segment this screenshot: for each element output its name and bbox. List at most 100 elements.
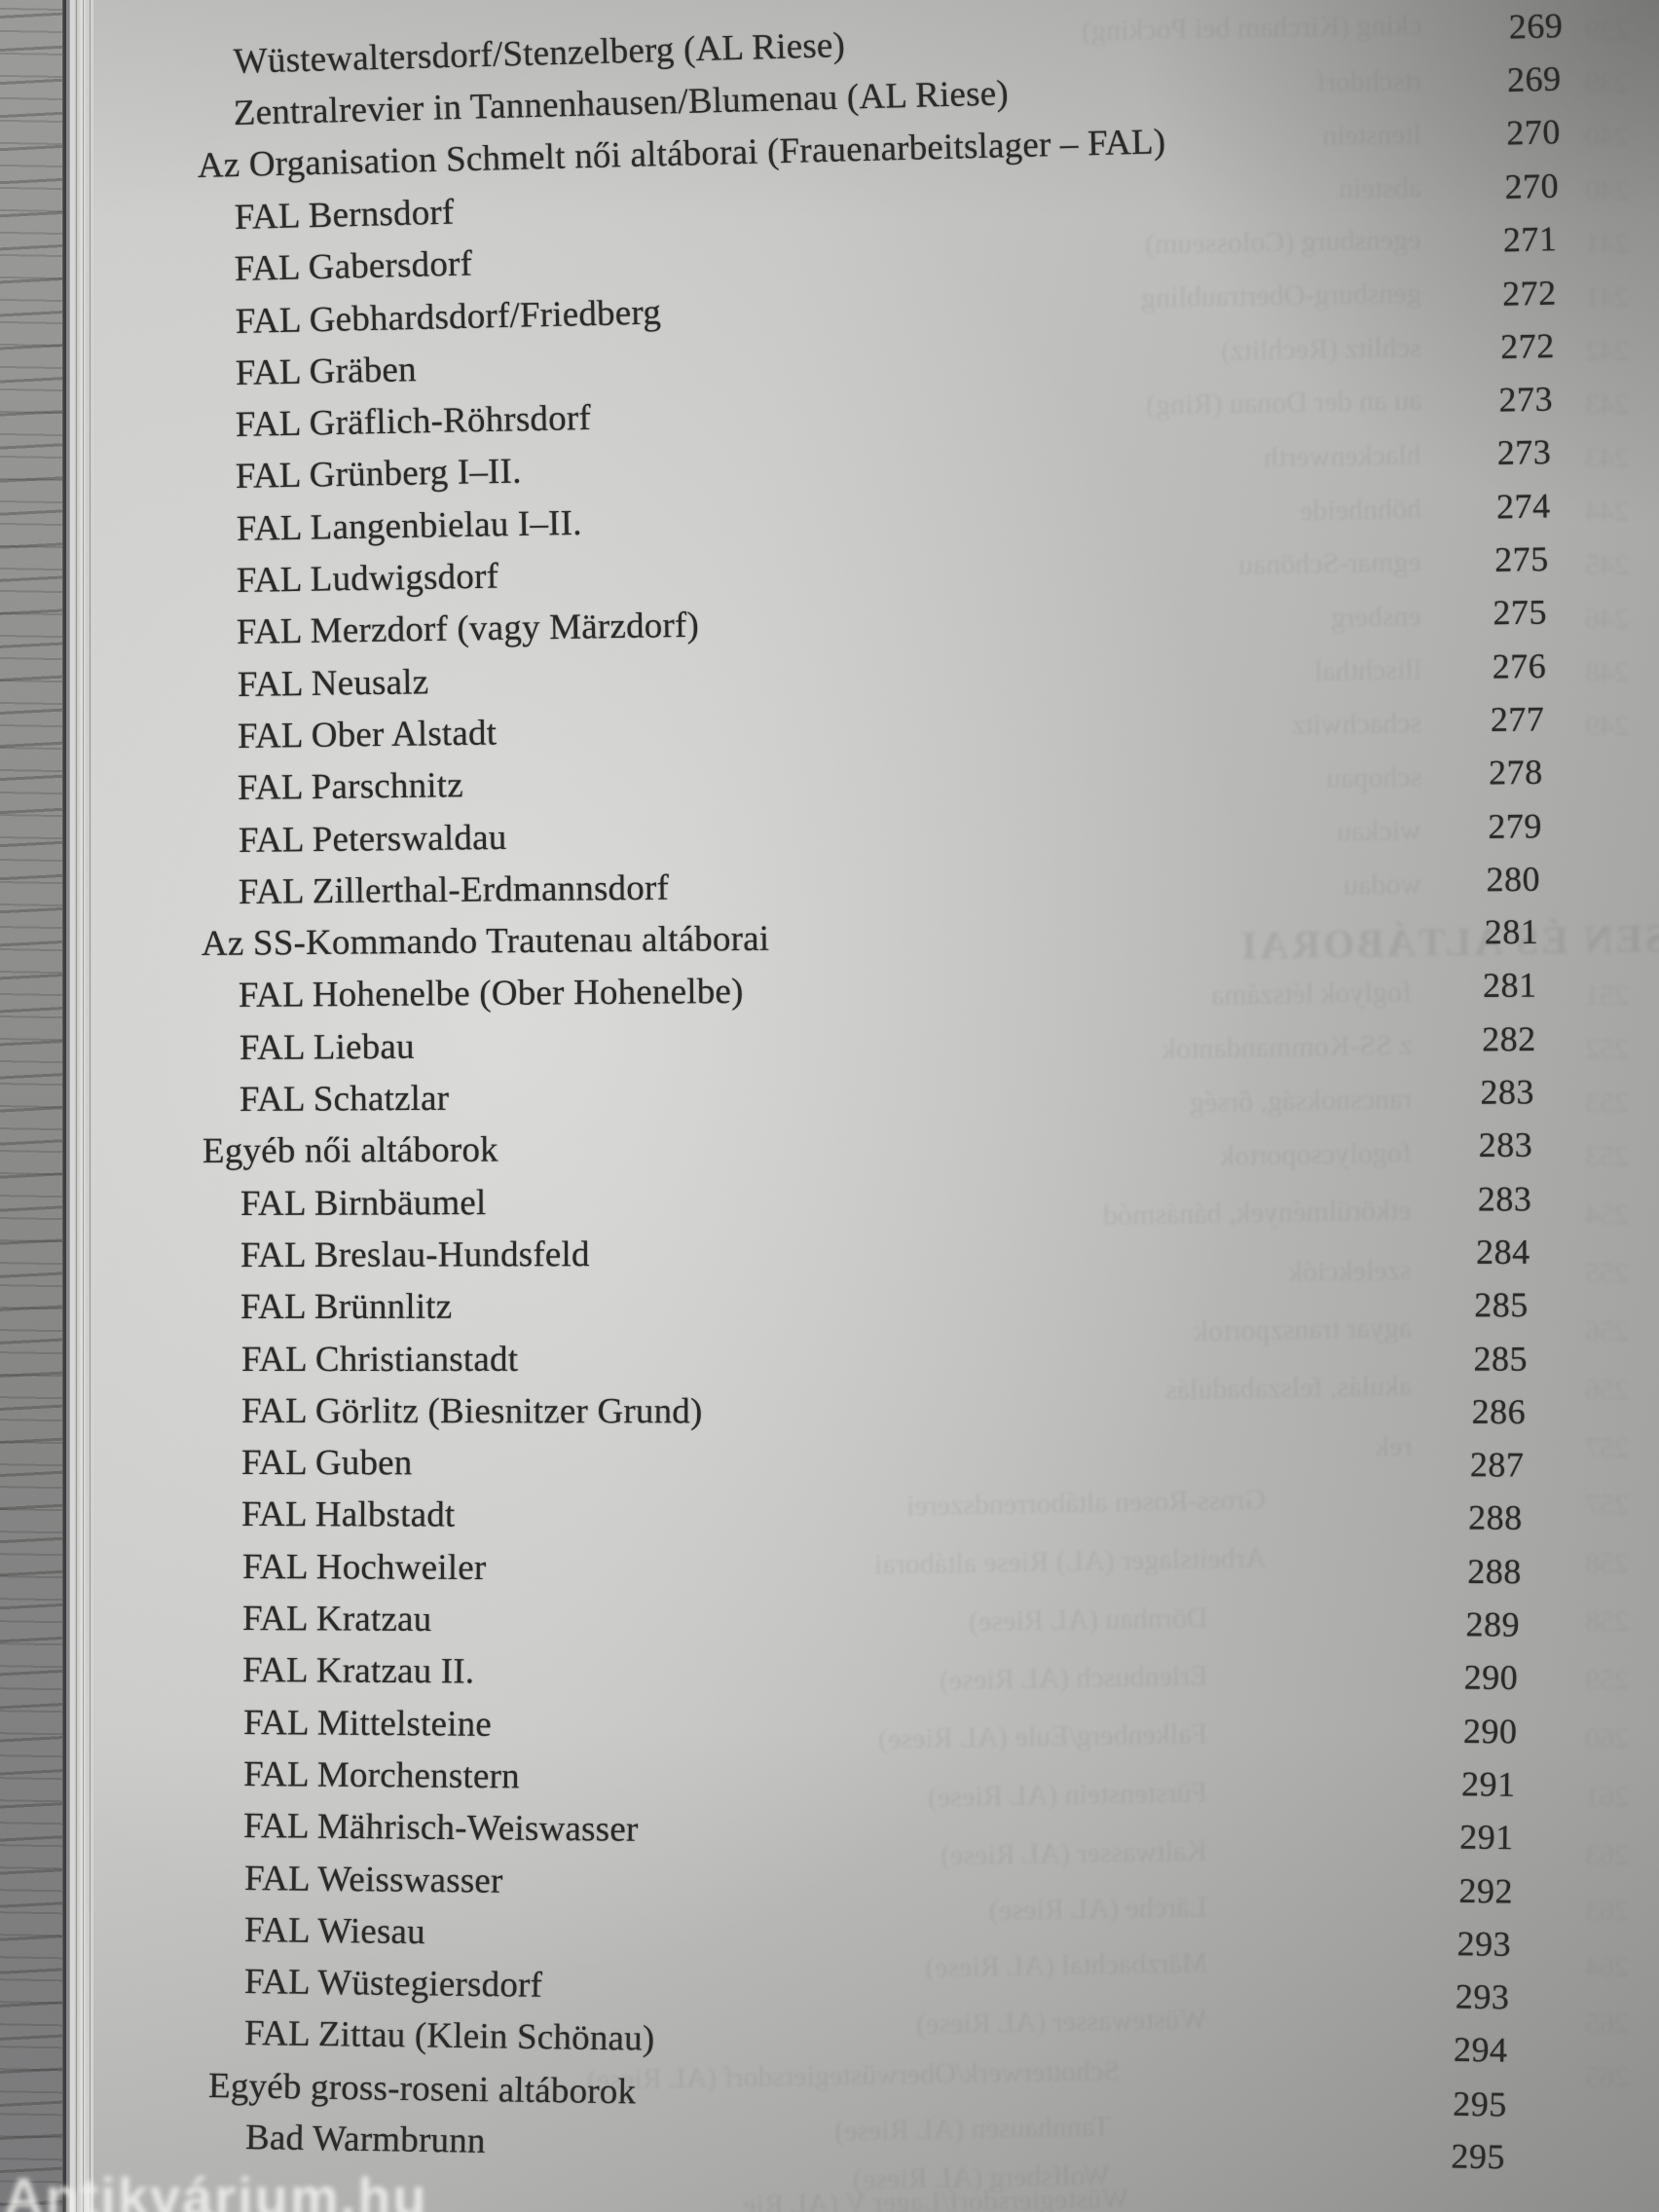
bleedthrough-page-number: 255 [1585, 1257, 1629, 1289]
toc-page-number: 269 [1508, 6, 1564, 47]
bleedthrough-page-number: 264 [1585, 1951, 1629, 1983]
toc-page-number: 291 [1459, 1817, 1515, 1858]
toc-row: FAL Halbstadt 288 [241, 1493, 1523, 1550]
toc-page-number: 293 [1455, 1976, 1510, 2017]
toc-page-number: 283 [1480, 1072, 1535, 1112]
toc-entry-label: FAL Hohenelbe (Ober Hohenelbe) [239, 972, 745, 1016]
bleedthrough-page-number: 265 [1585, 2061, 1629, 2093]
toc-row: FAL Schatzlar 283 [240, 1071, 1534, 1131]
toc-row: FAL Kratzau 289 [242, 1598, 1520, 1657]
toc-page-number: 286 [1471, 1391, 1527, 1431]
toc-page-number: 290 [1462, 1711, 1518, 1751]
toc-row: FAL Christianstadt 285 [240, 1338, 1527, 1390]
bleedthrough-page-number: 257 [1585, 1489, 1629, 1521]
bleedthrough-page-number: 256 [1585, 1374, 1629, 1406]
toc-entry-label: FAL Weisswasser [243, 1858, 503, 1901]
toc-page-number: 295 [1452, 2083, 1507, 2124]
bleedthrough-page-number: 257 [1585, 1432, 1629, 1464]
bleedthrough-page-number: 239 [1585, 67, 1629, 99]
toc-entry-label: FAL Brünnlitz [240, 1286, 453, 1328]
toc-page-number: 290 [1463, 1657, 1519, 1698]
toc-page-number: 289 [1465, 1604, 1521, 1644]
bleedthrough-page-number: 263 [1585, 1839, 1629, 1871]
toc-page-number: 270 [1503, 166, 1560, 206]
toc-row: FAL Görlitz (Biesnitzer Grund) 286 [241, 1390, 1526, 1444]
bleedthrough-page-number: 258 [1585, 1605, 1629, 1638]
bleedthrough-page-number: 240 [1585, 174, 1629, 206]
bleedthrough-page-number: 251 [1585, 979, 1629, 1012]
toc-entry-label: FAL Mährisch-Weiswasser [243, 1806, 639, 1850]
bleedthrough-page-number: 243 [1585, 442, 1629, 474]
bleedthrough-page-number: 258 [1585, 1547, 1629, 1579]
toc-entry-label: Az SS-Kommando Trautenau altáborai [201, 918, 770, 965]
bleedthrough-page-number: 248 [1585, 656, 1629, 688]
bleedthrough-page-number: 244 [1585, 496, 1629, 528]
watermark: Antikvárium.hu [4, 2166, 428, 2212]
toc-entry-label: FAL Ober Alstadt [237, 713, 498, 756]
toc-entry-label: FAL Guben [241, 1443, 413, 1484]
toc-page-number: 279 [1487, 805, 1542, 846]
toc-entry-label: FAL Wiesau [243, 1909, 425, 1952]
toc-page-number: 280 [1486, 859, 1541, 900]
bleedthrough-page-number: 246 [1585, 603, 1629, 635]
bleedthrough-page-number: 263 [1585, 1895, 1629, 1927]
toc-page-number: 295 [1451, 2136, 1506, 2177]
toc-page-number: 275 [1493, 538, 1550, 579]
bleedthrough-page-number: 245 [1585, 549, 1629, 581]
toc-entry-label: FAL Hochweiler [241, 1546, 487, 1588]
toc-row: FAL Breslau-Hundsfeld 284 [240, 1232, 1530, 1287]
toc-page-number: 281 [1483, 965, 1538, 1006]
toc-entry-label: FAL Kratzau II. [242, 1650, 475, 1692]
bleedthrough-page-number: 260 [1585, 1722, 1629, 1754]
toc-page-number: 292 [1457, 1870, 1513, 1911]
toc-entry-label: Egyéb gross-roseni altáborok [207, 2065, 637, 2113]
toc-entry-label: FAL Halbstadt [241, 1494, 456, 1536]
toc-page-number: 271 [1502, 219, 1558, 260]
toc-page-number: 275 [1493, 592, 1548, 633]
bleedthrough-page-number: 259 [1585, 1664, 1629, 1696]
toc-page-number: 274 [1495, 486, 1551, 527]
toc-entry-label: FAL Langenbielau I–II. [236, 502, 582, 549]
page-fore-edge [62, 0, 93, 2212]
toc-row: FAL Mittelsteine 290 [242, 1702, 1517, 1763]
toc-row: FAL Brünnlitz 285 [240, 1284, 1529, 1339]
toc-entry-label: FAL Gebhardsdorf/Friedberg [234, 292, 661, 342]
toc-page-number: 276 [1491, 645, 1547, 686]
toc-row: FAL Guben 287 [241, 1442, 1524, 1496]
toc-page-number: 272 [1499, 325, 1555, 366]
toc-entry-label: FAL Görlitz (Biesnitzer Grund) [240, 1390, 703, 1432]
toc-page-number: 288 [1466, 1551, 1522, 1591]
toc-entry-label: FAL Birnbäumel [240, 1182, 487, 1224]
toc-page-number: 272 [1501, 273, 1557, 313]
toc-entry-label: FAL Christianstadt [240, 1339, 518, 1380]
toc-page-number: 282 [1481, 1018, 1536, 1059]
toc-page-number: 291 [1460, 1764, 1516, 1804]
toc-page-number: 294 [1454, 2030, 1509, 2071]
toc-entry-label: FAL Parschnitz [237, 765, 464, 809]
toc-page-number: 273 [1496, 432, 1553, 473]
toc-page-number: 270 [1505, 111, 1561, 153]
bleedthrough-page-number: 254 [1585, 1198, 1629, 1231]
toc-entry-label: FAL Liebau [239, 1026, 415, 1068]
bleedthrough-page-number: 240 [1585, 121, 1629, 153]
toc-entry-label: FAL Grünberg I–II. [235, 451, 523, 498]
toc-page-number: 269 [1506, 58, 1563, 100]
bleedthrough-page-number: 261 [1585, 1781, 1629, 1813]
bleedthrough-page-number: 253 [1585, 1087, 1629, 1119]
toc-entry-label: FAL Ludwigsdorf [236, 556, 499, 601]
toc-entry-label: FAL Schatzlar [239, 1078, 450, 1120]
toc-page-number: 281 [1484, 911, 1539, 952]
bleedthrough-page-number: 253 [1585, 1140, 1629, 1172]
toc-entry-label: FAL Wüstegiersdorf [243, 1962, 543, 2006]
bleedthrough-page-number: 241 [1585, 228, 1629, 260]
bleedthrough-page-number: 265 [1585, 2008, 1629, 2040]
toc-page-number: 287 [1469, 1445, 1525, 1485]
bleedthrough-page-number: 239 [1585, 14, 1629, 46]
toc-entry-label: FAL Merzdorf (vagy Märzdorf) [236, 606, 700, 653]
toc-page-number: 288 [1468, 1498, 1524, 1538]
bleedthrough-page-number: 241 [1585, 281, 1629, 313]
toc-row: FAL Birnbäumel 283 [240, 1178, 1532, 1235]
toc-entry-label: FAL Kratzau [241, 1599, 432, 1640]
toc-row: FAL Kratzau II. 290 [242, 1649, 1518, 1710]
